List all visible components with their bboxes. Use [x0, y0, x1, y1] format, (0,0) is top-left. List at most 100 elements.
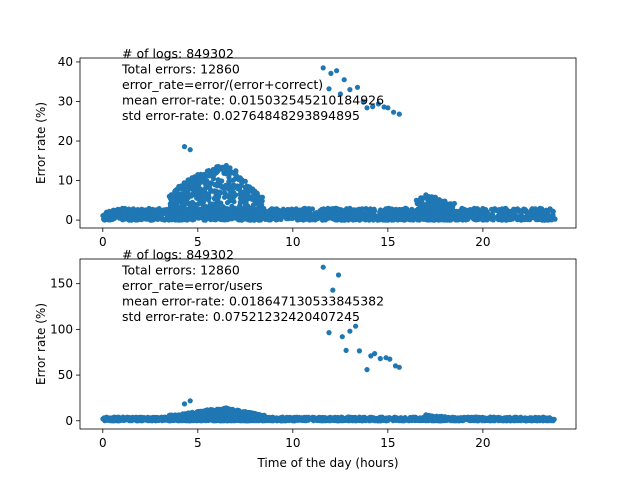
data-point	[183, 211, 190, 218]
data-point	[226, 174, 232, 181]
data-point	[405, 216, 411, 222]
data-point	[150, 216, 156, 222]
data-point	[251, 418, 257, 424]
outlier-point	[377, 356, 383, 362]
data-point	[137, 414, 143, 420]
data-point	[462, 416, 468, 422]
data-point	[151, 212, 157, 218]
data-point	[187, 216, 193, 222]
data-point	[132, 209, 138, 216]
data-point	[230, 197, 236, 203]
data-point	[198, 211, 204, 217]
data-point	[272, 214, 278, 220]
data-point	[259, 194, 265, 200]
data-point	[183, 200, 190, 206]
data-point	[160, 217, 166, 223]
data-point	[241, 418, 247, 424]
data-point	[360, 216, 366, 222]
outlier-point	[341, 77, 347, 83]
data-point	[495, 215, 501, 221]
annotation-line: # of logs: 849302	[122, 247, 234, 262]
data-point	[489, 212, 495, 218]
data-point	[465, 216, 471, 222]
data-point	[265, 209, 271, 215]
data-point	[243, 196, 249, 202]
data-point	[204, 407, 210, 413]
plot-frame-top	[79, 57, 577, 229]
data-point	[414, 417, 420, 423]
data-point	[356, 212, 362, 218]
data-point	[472, 215, 478, 221]
data-point	[122, 205, 128, 212]
data-point	[402, 417, 408, 423]
data-point	[204, 214, 210, 221]
data-point	[427, 417, 433, 423]
data-point	[247, 413, 253, 419]
x-tick-label: 5	[194, 235, 202, 249]
data-point	[228, 411, 234, 417]
data-point	[384, 217, 390, 223]
data-point	[226, 179, 232, 185]
data-point	[223, 162, 229, 169]
x-tick-label: 0	[99, 235, 107, 249]
data-point	[140, 210, 146, 216]
data-point	[213, 194, 219, 200]
data-point	[326, 416, 333, 423]
data-point	[269, 206, 275, 212]
outlier-point	[326, 330, 332, 336]
data-point	[297, 216, 303, 222]
data-point	[166, 193, 172, 199]
data-point	[525, 417, 531, 423]
outlier-point	[387, 356, 393, 362]
annotation-line: error_rate=error/users	[122, 278, 263, 293]
x-axis-label-bottom: Time of the day (hours)	[256, 456, 398, 470]
data-point	[199, 206, 205, 212]
data-point	[496, 207, 502, 213]
data-point	[222, 190, 228, 196]
data-point	[111, 416, 117, 422]
data-point	[304, 213, 310, 219]
data-point	[507, 216, 513, 222]
data-point	[252, 188, 258, 194]
data-point	[204, 168, 210, 174]
data-point	[251, 211, 257, 217]
data-point	[371, 207, 377, 213]
data-point	[423, 192, 429, 198]
data-point	[217, 190, 223, 196]
data-point	[317, 212, 323, 219]
data-point	[230, 177, 236, 183]
x-tick-label: 10	[285, 436, 300, 450]
data-point	[146, 211, 152, 217]
data-point	[111, 211, 117, 217]
data-point	[218, 183, 224, 189]
y-axis-label-top: Error rate (%)	[34, 102, 48, 184]
data-point	[214, 183, 220, 189]
data-point	[521, 217, 527, 223]
x-tick-label: 0	[99, 436, 107, 450]
outlier-point	[330, 287, 336, 293]
annotation-line: Total errors: 12860	[121, 62, 240, 77]
data-point	[381, 210, 388, 216]
data-point	[241, 189, 247, 195]
data-point	[214, 212, 220, 218]
outlier-point	[368, 353, 374, 359]
data-point	[233, 417, 239, 423]
data-point	[434, 212, 440, 218]
y-tick-label: 0	[65, 213, 73, 227]
data-point	[223, 405, 229, 411]
data-point	[352, 215, 358, 221]
data-point	[488, 417, 494, 423]
data-point	[146, 417, 152, 423]
data-point	[323, 418, 329, 424]
data-point	[384, 415, 390, 421]
data-point	[243, 201, 249, 208]
y-tick-label: 40	[58, 55, 73, 69]
annotation-line: Total errors: 12860	[121, 263, 240, 278]
data-point	[116, 209, 122, 215]
data-point	[218, 214, 224, 220]
data-point	[203, 209, 209, 215]
data-point	[338, 416, 344, 422]
y-tick-label: 50	[58, 368, 73, 382]
